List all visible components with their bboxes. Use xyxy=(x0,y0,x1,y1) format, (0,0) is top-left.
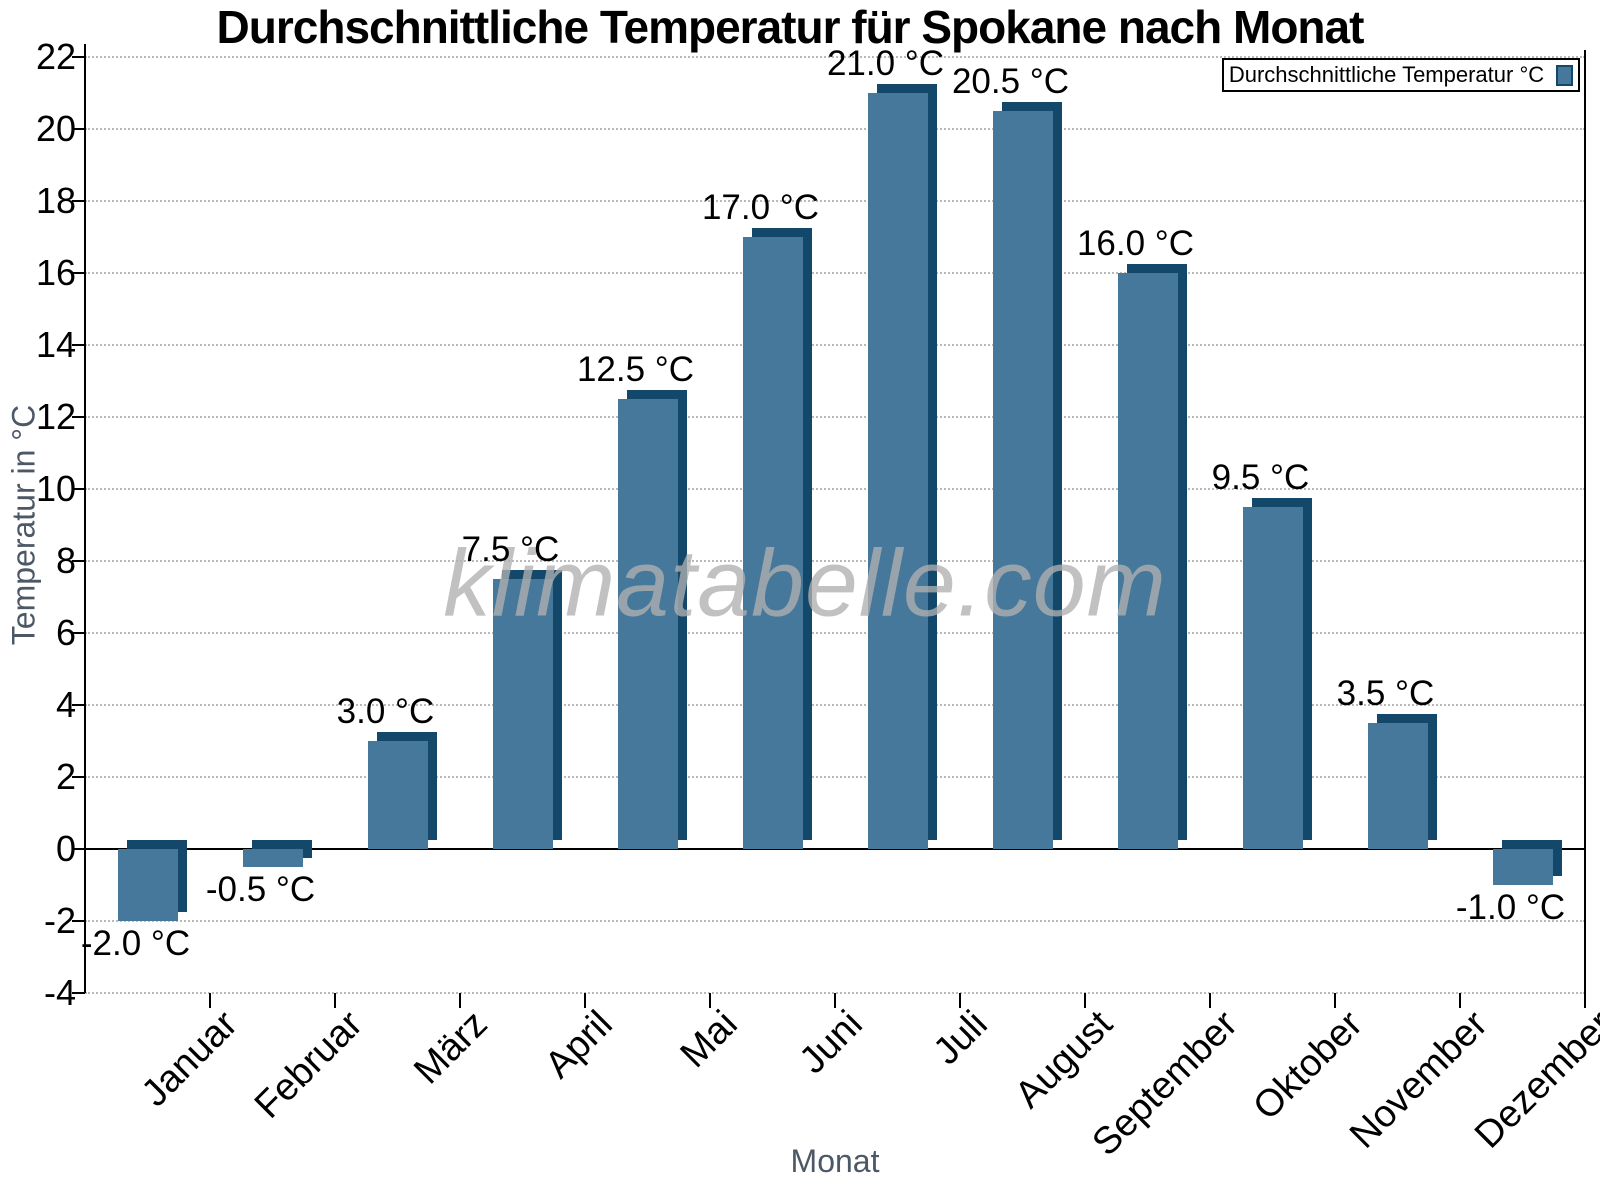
y-tick-label--4: -4 xyxy=(43,972,76,1013)
bar-dezember xyxy=(1492,849,1553,885)
bar-juni xyxy=(742,237,803,849)
y-axis-tick-22 xyxy=(72,56,85,58)
value-label-mai: 12.5 °C xyxy=(576,350,695,389)
y-axis-tick-14 xyxy=(72,344,85,346)
bar-november xyxy=(1367,723,1428,849)
x-axis-tick-8 xyxy=(1084,993,1086,1008)
value-label-september: 16.0 °C xyxy=(1076,224,1195,263)
x-axis-tick-5 xyxy=(709,993,711,1008)
y-tick-label-6: 6 xyxy=(55,612,76,653)
y-axis-tick-12 xyxy=(72,416,85,418)
y-axis-line xyxy=(84,44,86,993)
y-tick-label-12: 12 xyxy=(35,396,76,437)
watermark-text: klimatabelle.com xyxy=(443,530,1167,637)
value-label-juli: 21.0 °C xyxy=(826,44,945,83)
y-tick-label-0: 0 xyxy=(55,828,76,869)
x-axis-tick-10 xyxy=(1334,993,1336,1008)
bar-februar xyxy=(242,849,303,867)
x-axis-tick-3 xyxy=(459,993,461,1008)
gridline-10 xyxy=(85,488,1585,490)
bar-juli xyxy=(867,93,928,849)
bar-april xyxy=(492,579,553,849)
gridline-22 xyxy=(85,56,1585,58)
value-label-august: 20.5 °C xyxy=(951,62,1070,101)
zero-baseline xyxy=(85,848,1585,850)
x-axis-tick-9 xyxy=(1209,993,1211,1008)
bar-januar xyxy=(117,849,178,921)
plot-area: -4 -2 0 2 4 6 8 10 12 14 16 18 20 22 -2.0 °C Januar -0.5… xyxy=(36,39,1600,1165)
value-label-dezember: -1.0 °C xyxy=(1455,888,1566,927)
y-tick-label-4: 4 xyxy=(55,684,76,725)
value-label-oktober: 9.5 °C xyxy=(1211,458,1310,497)
bar-mai xyxy=(617,399,678,849)
chart-title: Durchschnittliche Temperatur für Spokane… xyxy=(216,1,1365,53)
legend-color-swatch xyxy=(1556,64,1574,86)
y-tick-label-20: 20 xyxy=(35,108,76,149)
value-label-november: 3.5 °C xyxy=(1336,674,1435,713)
y-tick-label-8: 8 xyxy=(55,540,76,581)
gridline-8 xyxy=(85,560,1585,562)
value-label-juni: 17.0 °C xyxy=(701,188,820,227)
gridline-18 xyxy=(85,200,1585,202)
y-axis-tick-20 xyxy=(72,128,85,130)
y-axis-tick-2 xyxy=(72,776,85,778)
y-axis-tick-0 xyxy=(72,848,85,850)
y-axis-tick-6 xyxy=(72,632,85,634)
gridline-14 xyxy=(85,344,1585,346)
y-tick-label-14: 14 xyxy=(35,324,76,365)
x-axis-tick-7 xyxy=(959,993,961,1008)
y-axis-tick-16 xyxy=(72,272,85,274)
gridline--2 xyxy=(85,920,1585,922)
bar-september xyxy=(1117,273,1178,849)
legend-label: Durchschnittliche Temperatur °C xyxy=(1228,62,1545,87)
value-label-januar: -2.0 °C xyxy=(80,924,191,963)
y-tick-label--2: -2 xyxy=(43,900,76,941)
y-axis-tick-18 xyxy=(72,200,85,202)
bar-oktober xyxy=(1242,507,1303,849)
x-axis-tick-6 xyxy=(834,993,836,1008)
y-axis-tick-10 xyxy=(72,488,85,490)
x-axis-tick-11 xyxy=(1459,993,1461,1008)
legend-box: Durchschnittliche Temperatur °C xyxy=(1222,58,1580,92)
y-axis-title: Temperatur in °C xyxy=(5,404,42,646)
x-axis-tick-2 xyxy=(334,993,336,1008)
gridline-4 xyxy=(85,704,1585,706)
gridline-12 xyxy=(85,416,1585,418)
bar-august xyxy=(992,111,1053,849)
y-tick-label-22: 22 xyxy=(35,36,76,77)
y-axis-tick-8 xyxy=(72,560,85,562)
x-axis-tick-1 xyxy=(209,993,211,1008)
x-axis-tick-12 xyxy=(1584,993,1586,1008)
y-tick-label-16: 16 xyxy=(35,252,76,293)
bar-märz xyxy=(367,741,428,849)
gridline-6 xyxy=(85,632,1585,634)
x-axis-tick-4 xyxy=(584,993,586,1008)
gridline-20 xyxy=(85,128,1585,130)
plot-right-border xyxy=(1584,50,1586,993)
y-axis-tick--2 xyxy=(72,920,85,922)
y-tick-label-2: 2 xyxy=(55,756,76,797)
x-axis-title: Monat xyxy=(790,1143,880,1179)
y-axis-tick-4 xyxy=(72,704,85,706)
value-label-märz: 3.0 °C xyxy=(336,692,435,731)
y-axis-tick--4 xyxy=(72,992,85,994)
gridline-2 xyxy=(85,776,1585,778)
value-label-februar: -0.5 °C xyxy=(205,870,316,909)
value-label-april: 7.5 °C xyxy=(461,530,560,569)
gridline-16 xyxy=(85,272,1585,274)
y-tick-label-18: 18 xyxy=(35,180,76,221)
y-tick-label-10: 10 xyxy=(35,468,76,509)
